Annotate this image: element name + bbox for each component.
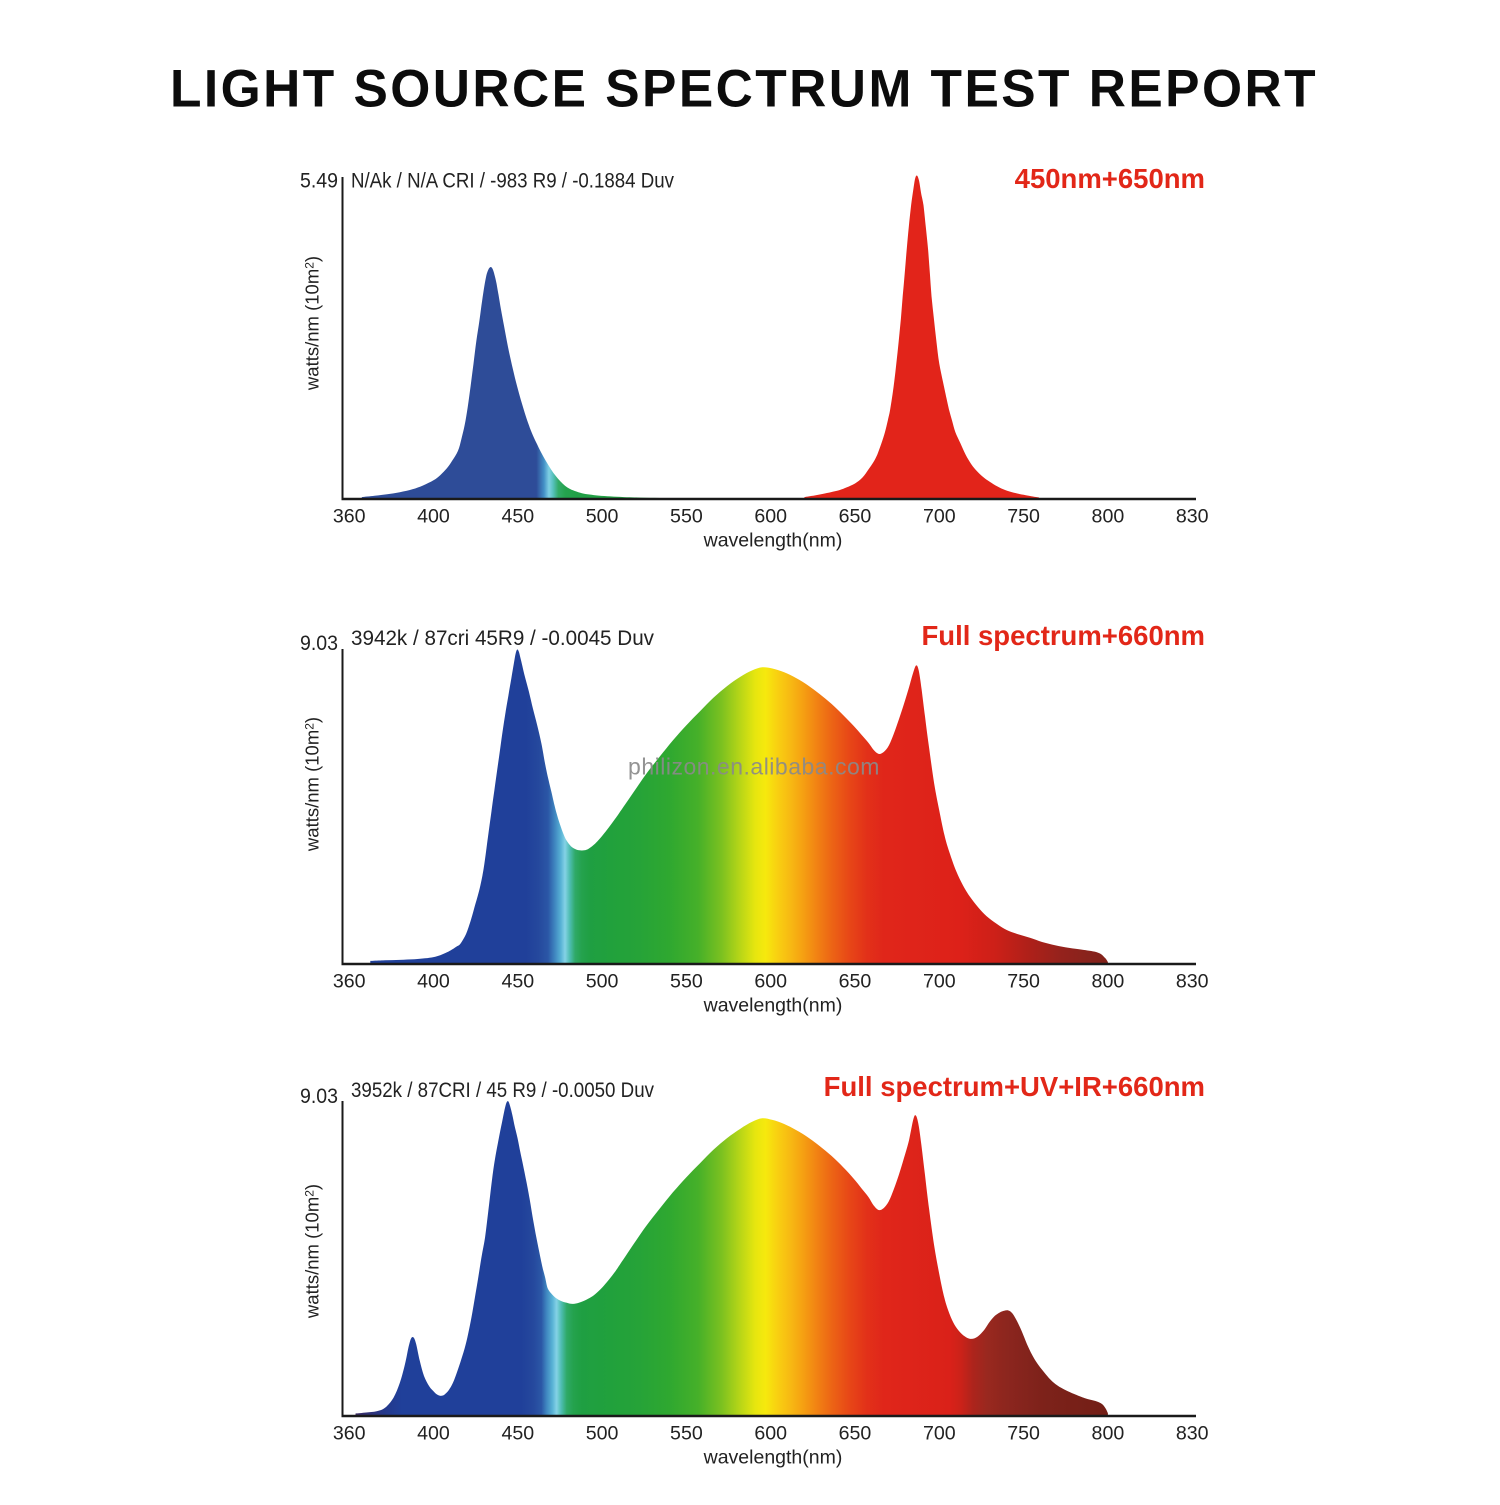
- svg-text:750: 750: [1007, 506, 1040, 528]
- svg-text:3952k / 87CRI / 45 R9 / -0.005: 3952k / 87CRI / 45 R9 / -0.0050 Duv: [351, 1079, 654, 1102]
- svg-text:600: 600: [754, 971, 787, 993]
- svg-text:450: 450: [501, 971, 534, 993]
- svg-text:550: 550: [670, 971, 703, 993]
- svg-text:9.03: 9.03: [300, 1085, 338, 1108]
- svg-text:360: 360: [333, 971, 366, 993]
- svg-text:400: 400: [417, 971, 450, 993]
- svg-text:Full spectrum+UV+IR+660nm: Full spectrum+UV+IR+660nm: [824, 1071, 1205, 1102]
- svg-text:700: 700: [923, 506, 956, 528]
- svg-text:philizon.en.alibaba.com: philizon.en.alibaba.com: [628, 754, 880, 780]
- svg-text:550: 550: [670, 1423, 703, 1445]
- svg-text:650: 650: [839, 971, 872, 993]
- svg-text:N/Ak / N/A CRI / -983 R9 / -0.: N/Ak / N/A CRI / -983 R9 / -0.1884 Duv: [351, 170, 674, 193]
- svg-text:450: 450: [501, 1423, 534, 1445]
- svg-text:750: 750: [1007, 971, 1040, 993]
- svg-text:450nm+650nm: 450nm+650nm: [1015, 163, 1205, 194]
- svg-text:LIGHT SOURCE SPECTRUM TEST REP: LIGHT SOURCE SPECTRUM TEST REPORT: [170, 60, 1318, 119]
- svg-text:wavelength(nm): wavelength(nm): [703, 530, 843, 552]
- svg-text:830: 830: [1176, 506, 1209, 528]
- svg-text:watts/nm (10m2): watts/nm (10m2): [302, 717, 323, 852]
- svg-text:800: 800: [1092, 506, 1125, 528]
- svg-text:800: 800: [1092, 971, 1125, 993]
- svg-text:830: 830: [1176, 971, 1209, 993]
- svg-text:wavelength(nm): wavelength(nm): [703, 995, 843, 1017]
- svg-text:watts/nm (10m2): watts/nm (10m2): [302, 1184, 323, 1319]
- svg-text:wavelength(nm): wavelength(nm): [703, 1447, 843, 1469]
- svg-text:400: 400: [417, 1423, 450, 1445]
- svg-text:360: 360: [333, 506, 366, 528]
- svg-text:500: 500: [586, 1423, 619, 1445]
- svg-text:700: 700: [923, 1423, 956, 1445]
- svg-text:360: 360: [333, 1423, 366, 1445]
- svg-text:5.49: 5.49: [300, 170, 338, 193]
- svg-text:800: 800: [1092, 1423, 1125, 1445]
- svg-text:750: 750: [1007, 1423, 1040, 1445]
- svg-text:3942k / 87cri 45R9 / -0.0045 D: 3942k / 87cri 45R9 / -0.0045 Duv: [351, 627, 654, 650]
- svg-text:Full spectrum+660nm: Full spectrum+660nm: [922, 620, 1206, 651]
- svg-text:9.03: 9.03: [300, 632, 338, 655]
- svg-text:500: 500: [586, 506, 619, 528]
- svg-text:450: 450: [501, 506, 534, 528]
- svg-text:watts/nm (10m2): watts/nm (10m2): [302, 256, 323, 391]
- svg-text:650: 650: [839, 1423, 872, 1445]
- svg-text:500: 500: [586, 971, 619, 993]
- svg-text:600: 600: [754, 1423, 787, 1445]
- svg-text:400: 400: [417, 506, 450, 528]
- svg-text:830: 830: [1176, 1423, 1209, 1445]
- svg-text:600: 600: [754, 506, 787, 528]
- svg-text:550: 550: [670, 506, 703, 528]
- svg-text:650: 650: [839, 506, 872, 528]
- svg-text:700: 700: [923, 971, 956, 993]
